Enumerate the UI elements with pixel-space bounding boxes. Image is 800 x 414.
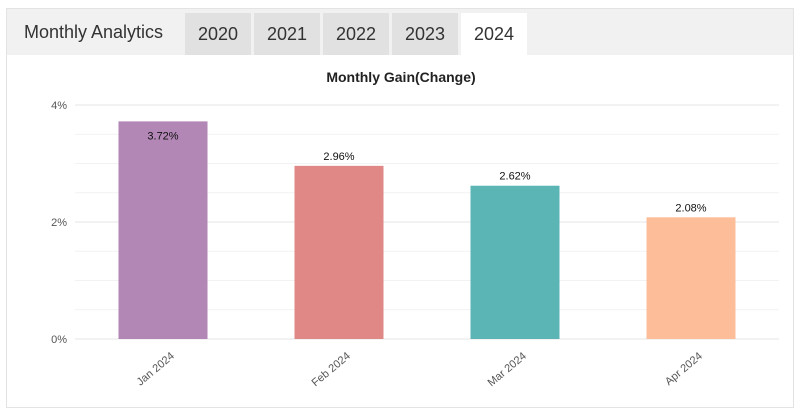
app-title: Monthly Analytics [24, 22, 164, 42]
tab-2023[interactable]: 2023 [392, 13, 458, 55]
bar[interactable] [470, 185, 560, 339]
bar[interactable] [294, 165, 384, 339]
x-tick-label: Jan 2024 [135, 350, 177, 388]
y-tick-label: 4% [51, 100, 67, 112]
x-axis: Jan 2024 Feb 2024 Mar 2024 Apr 2024 [135, 350, 705, 389]
bar-chart: Monthly Gain(Change) 0% 2% 4% 3.72% 2.96% 2.… [51, 69, 779, 389]
chart-title: Monthly Gain(Change) [326, 69, 475, 85]
bar[interactable] [646, 217, 736, 339]
data-label: 3.72% [147, 130, 178, 142]
bars: 3.72% 2.96% 2.62% 2.08% [118, 121, 736, 339]
data-label: 2.62% [499, 171, 530, 183]
data-label: 2.08% [675, 202, 706, 214]
chart-area: Monthly Gain(Change) 0% 2% 4% 3.72% 2.96% 2.… [7, 55, 793, 407]
analytics-panel: Monthly Analytics 2020 2021 2022 2023 20… [6, 8, 794, 408]
x-tick-label: Mar 2024 [486, 350, 529, 389]
x-tick-label: Feb 2024 [310, 350, 353, 389]
y-tick-label: 2% [51, 217, 67, 229]
y-axis: 0% 2% 4% [51, 100, 67, 346]
data-label: 2.96% [323, 151, 354, 163]
tab-2021[interactable]: 2021 [254, 13, 320, 55]
y-tick-label: 0% [51, 334, 67, 346]
tab-2024[interactable]: 2024 [461, 13, 527, 55]
tab-2020[interactable]: 2020 [185, 13, 251, 55]
bar[interactable] [118, 121, 208, 339]
x-tick-label: Apr 2024 [663, 350, 705, 388]
tab-2022[interactable]: 2022 [323, 13, 389, 55]
tab-bar: Monthly Analytics 2020 2021 2022 2023 20… [7, 9, 793, 55]
